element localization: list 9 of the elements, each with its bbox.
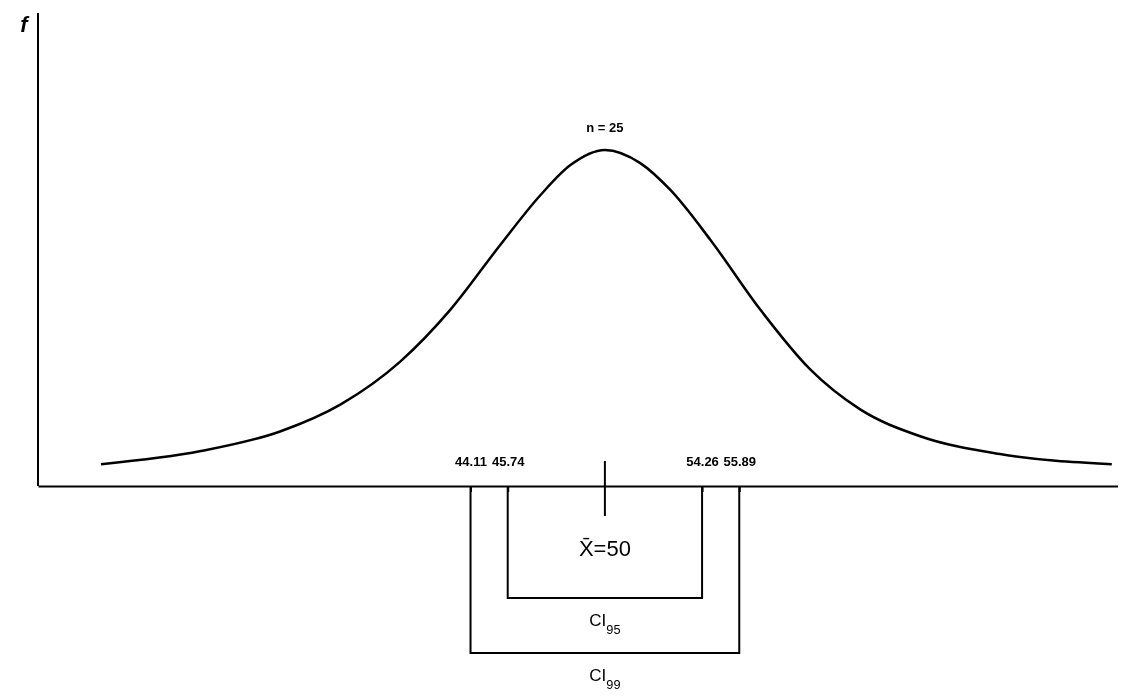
ref-line-label: X̄=50 (578, 536, 631, 561)
x-tick-label: 44.11 (455, 454, 487, 469)
text: CI$_{95}$ (589, 611, 621, 637)
x-tick-label: 55.89 (723, 454, 757, 469)
annotation: n = 25 (586, 120, 624, 135)
x-tick-label: 54.26 (686, 454, 719, 469)
x-tick-label: 45.74 (491, 454, 526, 469)
text: CI$_{99}$ (589, 666, 621, 692)
text: f (20, 12, 31, 37)
